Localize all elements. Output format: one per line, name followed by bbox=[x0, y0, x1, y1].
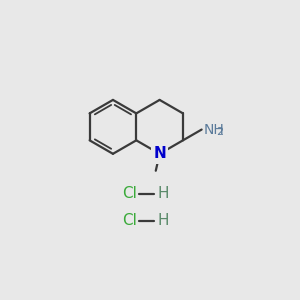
Text: N: N bbox=[153, 146, 166, 161]
Text: NH: NH bbox=[204, 123, 225, 136]
Text: H: H bbox=[158, 186, 169, 201]
Text: H: H bbox=[158, 213, 169, 228]
Text: 2: 2 bbox=[216, 127, 224, 137]
Text: Cl: Cl bbox=[122, 186, 136, 201]
Text: Cl: Cl bbox=[122, 213, 136, 228]
